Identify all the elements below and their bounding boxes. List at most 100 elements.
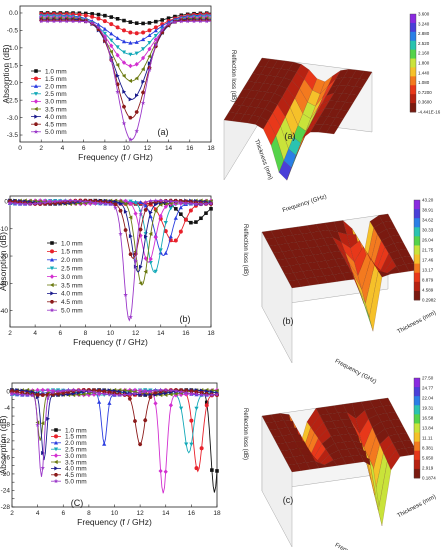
data-point: [189, 389, 194, 393]
colorbar-swatch: [410, 49, 416, 59]
series-line: [11, 389, 218, 441]
data-point: [153, 235, 158, 240]
surface-y-label: Thickness (mm): [397, 310, 437, 335]
data-point: [108, 201, 113, 206]
data-point: [128, 97, 133, 102]
data-point: [168, 206, 173, 211]
data-point: [168, 403, 173, 408]
colorbar-swatch: [410, 67, 416, 77]
data-point: [102, 391, 107, 396]
colorbar-swatch: [414, 254, 420, 265]
data-point: [185, 18, 190, 24]
legend-marker: [33, 99, 39, 104]
data-point: [158, 387, 163, 392]
data-point: [134, 21, 139, 25]
legend: 1.0 mm1.5 mm2.0 mm2.5 mm3.0 mm3.5 mm4.0 …: [47, 240, 83, 315]
colorbar-swatch: [414, 387, 420, 397]
data-point: [141, 21, 145, 26]
y-tick-label: 0.0: [9, 10, 18, 17]
data-point: [133, 211, 138, 216]
y-axis-label: Absorption (dB): [0, 232, 8, 291]
colorbar-tick-label: 2.520: [418, 41, 430, 46]
surface-chart-1: Frequency (GHz) Thickness (mm) Reflection …: [223, 12, 441, 214]
data-point: [173, 392, 179, 398]
data-point: [189, 391, 194, 396]
legend-label: 2.0 mm: [45, 84, 67, 91]
data-point: [91, 389, 97, 395]
data-point: [121, 50, 127, 55]
colorbar-swatch: [410, 14, 416, 24]
surface-mesh: [223, 57, 373, 181]
data-point: [7, 200, 13, 205]
legend-label: 3.5 mm: [61, 282, 83, 289]
data-point: [115, 89, 120, 94]
y-tick-label: -1.5: [7, 62, 19, 69]
data-point: [158, 389, 163, 394]
legend-label: 3.0 mm: [61, 274, 83, 281]
colorbar-tick-label: 27.50: [422, 376, 434, 381]
data-point: [148, 231, 153, 236]
data-point: [173, 216, 178, 220]
legend-label: 5.0 mm: [45, 129, 67, 136]
colorbar-swatch: [414, 209, 420, 219]
data-point: [158, 468, 163, 474]
data-point: [128, 252, 133, 256]
data-point: [158, 198, 163, 203]
legend-marker: [34, 69, 38, 73]
data-point: [149, 210, 153, 215]
data-point: [158, 202, 163, 207]
data-point: [123, 228, 128, 232]
legend-label: 1.0 mm: [45, 68, 67, 75]
data-point: [102, 19, 107, 24]
series-line: [41, 16, 211, 67]
surface-mesh: [261, 397, 419, 526]
legend-label: 2.0 mm: [61, 257, 83, 264]
colorbar-swatch: [414, 423, 420, 433]
colorbar-swatch: [414, 290, 420, 301]
data-point: [40, 465, 45, 470]
data-point: [209, 392, 215, 397]
colorbar-swatch: [414, 378, 420, 388]
data-point: [184, 442, 189, 447]
data-point: [204, 211, 208, 215]
legend-label: 5.0 mm: [61, 308, 83, 315]
colorbar-swatch: [410, 94, 416, 104]
legend-label: 3.5 mm: [45, 106, 67, 113]
data-point: [128, 40, 133, 45]
data-point: [178, 205, 183, 210]
colorbar-tick-label: 3.600: [418, 12, 430, 17]
series-25mm: [7, 199, 214, 274]
colorbar-tick-label: 0.7200: [418, 90, 432, 95]
series-35mm: [7, 198, 213, 286]
data-point: [148, 198, 153, 203]
colorbar-tick-label: -4.441E-16: [418, 110, 441, 115]
data-point: [52, 199, 58, 204]
data-point: [25, 392, 30, 397]
colorbar-swatch: [410, 103, 416, 113]
line-chart-1: 0 2 4 6 8 10 12 14 16 18 0.0 -0.5 -1.0 -1.5 -2.0 -2.5 -3…: [1, 5, 215, 162]
data-point: [121, 73, 126, 78]
colorbar-swatch: [414, 459, 420, 470]
data-point: [97, 400, 102, 404]
y-axis-label: Absorption (dB): [1, 44, 11, 103]
legend-marker: [33, 84, 39, 88]
x-tick-label: 4: [36, 510, 40, 517]
legend: 1.0 mm1.5 mm2.0 mm2.5 mm3.0 mm3.5 mm4.0 …: [51, 427, 87, 486]
data-point: [128, 215, 133, 220]
legend-marker: [53, 453, 59, 458]
data-point: [134, 76, 139, 81]
data-point: [141, 79, 146, 84]
data-point: [27, 201, 33, 206]
colorbar-tick-label: 1.440: [418, 70, 430, 75]
colorbar-swatch: [414, 450, 420, 461]
data-point: [183, 200, 189, 205]
data-point: [51, 18, 57, 24]
series-line: [11, 389, 218, 446]
data-point: [118, 231, 123, 236]
legend-label: 4.5 mm: [61, 299, 83, 306]
data-point: [88, 199, 93, 204]
colorbar-tick-label: 8.381: [422, 446, 434, 451]
data-point: [55, 389, 61, 394]
legend-label: 1.0 mm: [61, 240, 83, 247]
data-point: [143, 208, 148, 212]
